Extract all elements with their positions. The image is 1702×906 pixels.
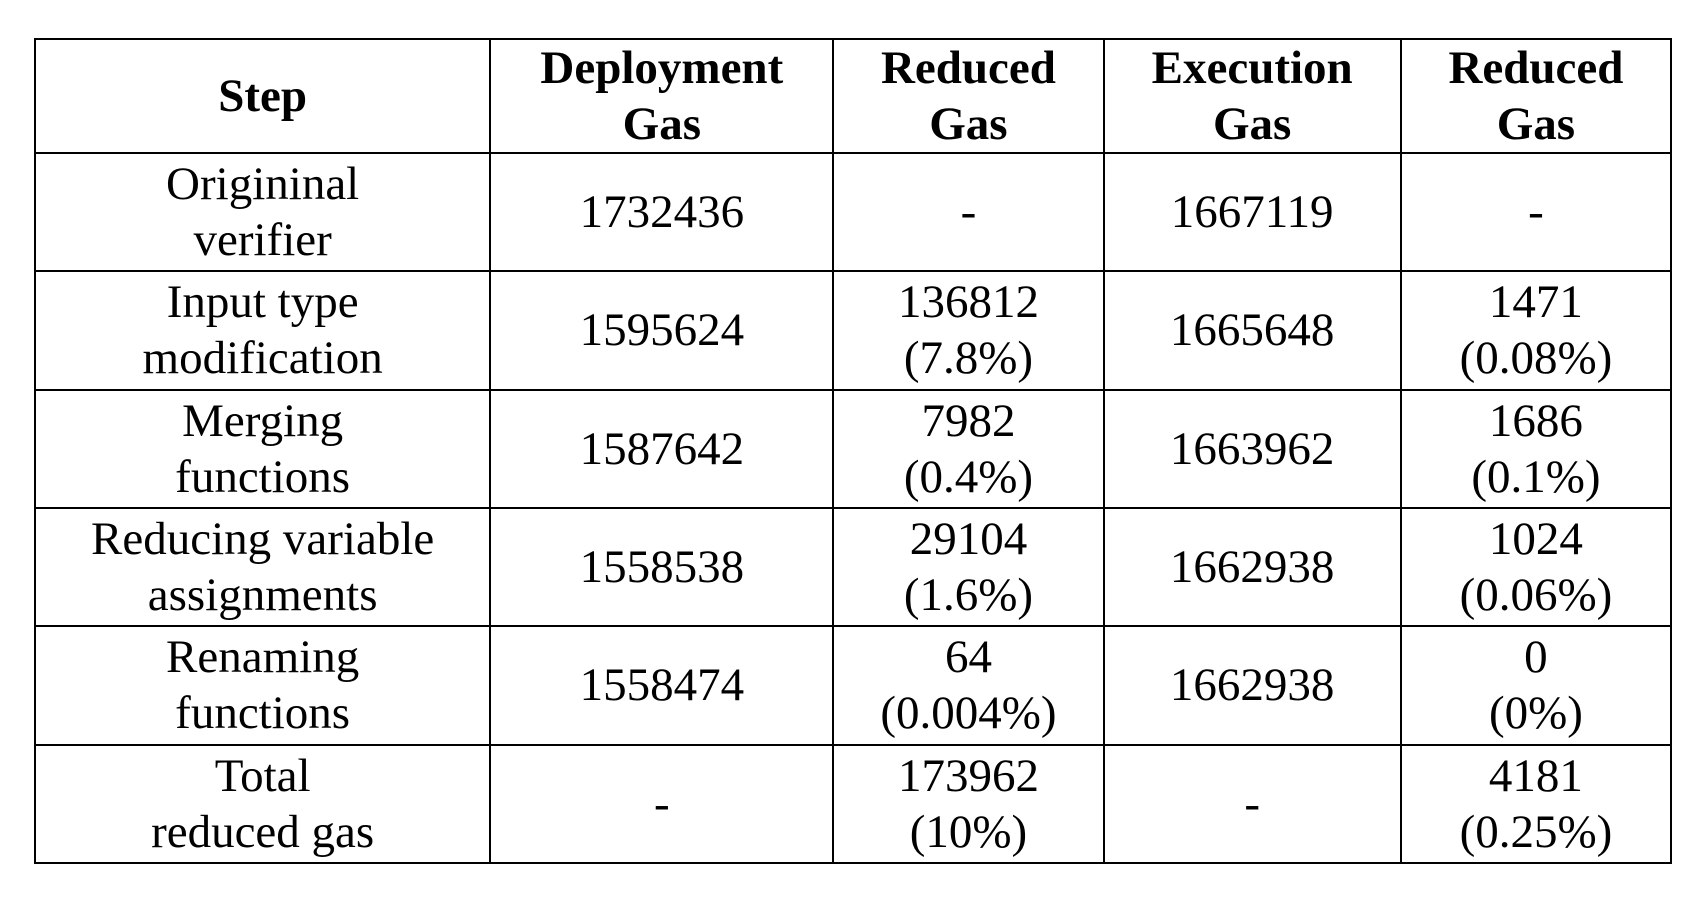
execution-gas-cell: 1663962 <box>1102 388 1402 509</box>
total-reduced-deployment-gas-cell: 173962 (10%) <box>832 743 1105 865</box>
total-execution-gas-cell: - <box>1102 743 1402 865</box>
step-cell: Merging functions <box>33 388 492 509</box>
reduced-execution-gas-cell: 1024 (0.06%) <box>1399 506 1673 628</box>
table-row: Input type modification 1595624 136812 (7.8%… <box>33 270 1673 391</box>
reduced-deployment-gas-cell: - <box>832 151 1105 273</box>
reduced-deployment-gas-cell: 29104 (1.6%) <box>832 506 1105 628</box>
execution-gas-cell: 1662938 <box>1102 506 1402 628</box>
step-cell: Origininal verifier <box>33 151 492 273</box>
table-row: Origininal verifier 1732436-1667119- <box>33 151 1673 273</box>
reduced-deployment-gas-cell: 7982 (0.4%) <box>832 388 1105 509</box>
reduced-execution-gas-cell: 0 (0%) <box>1399 625 1673 746</box>
deployment-gas-cell: 1558538 <box>489 506 835 628</box>
total-reduced-execution-gas-cell: 4181 (0.25%) <box>1399 743 1673 865</box>
total-deployment-gas-cell: - <box>489 743 835 865</box>
reduced-execution-gas-cell: 1471 (0.08%) <box>1399 270 1673 391</box>
header-reduced-deployment-gas: Reduced Gas <box>832 38 1105 154</box>
header-deployment-gas: Deployment Gas <box>489 38 835 154</box>
deployment-gas-cell: 1587642 <box>489 388 835 509</box>
execution-gas-cell: 1662938 <box>1102 625 1402 746</box>
reduced-deployment-gas-cell: 136812 (7.8%) <box>832 270 1105 391</box>
execution-gas-cell: 1665648 <box>1102 270 1402 391</box>
deployment-gas-cell: 1558474 <box>489 625 835 746</box>
header-row: Step Deployment Gas Reduced Gas Executio… <box>33 38 1673 154</box>
table-row: Renaming functions 1558474 64 (0.004%) 166293… <box>33 625 1673 746</box>
step-cell: Reducing variable assignments <box>33 506 492 628</box>
total-row: Total reduced gas -173962 (10%) -4181 (0.25%) <box>33 743 1673 865</box>
deployment-gas-cell: 1732436 <box>489 151 835 273</box>
reduced-execution-gas-cell: 1686 (0.1%) <box>1399 388 1673 509</box>
total-step-cell: Total reduced gas <box>33 743 492 865</box>
execution-gas-cell: 1667119 <box>1102 151 1402 273</box>
step-cell: Renaming functions <box>33 625 492 746</box>
table-row: Reducing variable assignments 1558538 29104… <box>33 506 1673 628</box>
header-execution-gas: Execution Gas <box>1102 38 1402 154</box>
gas-reduction-table: Step Deployment Gas Reduced Gas Executio… <box>33 38 1673 865</box>
table-row: Merging functions 1587642 7982 (0.4%) 1663962… <box>33 388 1673 509</box>
reduced-execution-gas-cell: - <box>1399 151 1673 273</box>
header-reduced-execution-gas: Reduced Gas <box>1399 38 1673 154</box>
reduced-deployment-gas-cell: 64 (0.004%) <box>832 625 1105 746</box>
step-cell: Input type modification <box>33 270 492 391</box>
header-step: Step <box>33 38 492 154</box>
deployment-gas-cell: 1595624 <box>489 270 835 391</box>
